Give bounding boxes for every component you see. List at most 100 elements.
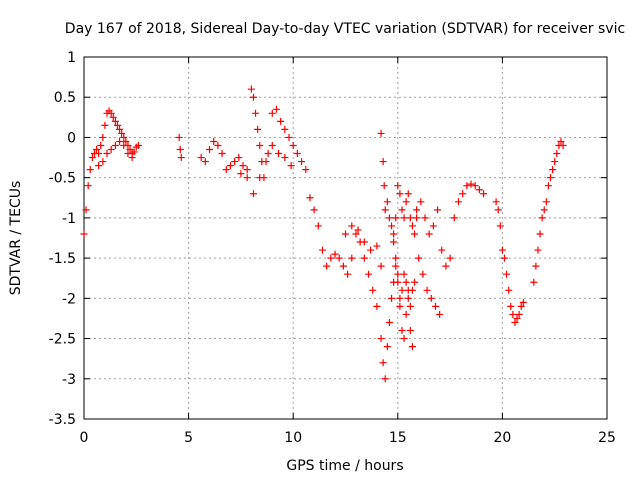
data-point bbox=[256, 141, 264, 149]
data-point bbox=[417, 198, 425, 206]
data-point bbox=[118, 129, 126, 137]
y-tick-label: -1 bbox=[62, 211, 76, 227]
series-11 bbox=[415, 254, 444, 318]
data-point bbox=[557, 137, 565, 145]
data-point bbox=[400, 214, 408, 222]
data-point bbox=[360, 254, 368, 262]
data-point bbox=[107, 146, 115, 154]
data-point bbox=[256, 174, 264, 182]
data-point bbox=[272, 105, 280, 113]
data-point bbox=[367, 246, 375, 254]
data-point bbox=[379, 359, 387, 367]
data-point bbox=[109, 113, 117, 121]
data-point bbox=[396, 302, 404, 310]
y-tick-label: -3 bbox=[62, 372, 76, 388]
data-point bbox=[494, 206, 502, 214]
data-point bbox=[327, 254, 335, 262]
y-tick-label: -2.5 bbox=[49, 332, 76, 348]
data-point bbox=[130, 148, 138, 156]
data-point bbox=[547, 174, 555, 182]
data-point bbox=[544, 182, 552, 190]
data-point bbox=[298, 158, 306, 166]
data-point bbox=[385, 318, 393, 326]
y-tick-label: 0.5 bbox=[54, 90, 76, 106]
series-2 bbox=[175, 133, 185, 162]
data-point bbox=[542, 198, 550, 206]
data-point bbox=[425, 230, 433, 238]
data-point bbox=[406, 214, 414, 222]
series-layer bbox=[80, 85, 567, 383]
data-point bbox=[385, 214, 393, 222]
series-7 bbox=[377, 129, 421, 238]
data-point bbox=[492, 198, 500, 206]
data-point bbox=[475, 186, 483, 194]
series-5 bbox=[306, 194, 385, 310]
data-point bbox=[335, 254, 343, 262]
data-point bbox=[450, 214, 458, 222]
data-point bbox=[500, 254, 508, 262]
data-point bbox=[252, 109, 260, 117]
data-point bbox=[408, 222, 416, 230]
y-tick-label: -0.5 bbox=[49, 171, 76, 187]
data-point bbox=[176, 146, 184, 154]
data-point bbox=[103, 150, 111, 158]
data-point bbox=[206, 146, 214, 154]
data-point bbox=[402, 198, 410, 206]
data-point bbox=[373, 302, 381, 310]
data-point bbox=[285, 133, 293, 141]
data-point bbox=[394, 270, 402, 278]
data-point bbox=[249, 190, 257, 198]
series-9 bbox=[390, 238, 419, 310]
data-point bbox=[128, 154, 136, 162]
data-point bbox=[471, 182, 479, 190]
y-tick-label: -2 bbox=[62, 291, 76, 307]
data-point bbox=[538, 214, 546, 222]
data-point bbox=[210, 137, 218, 145]
data-point bbox=[122, 137, 130, 145]
data-point bbox=[99, 158, 107, 166]
data-point bbox=[442, 262, 450, 270]
data-point bbox=[413, 206, 421, 214]
data-point bbox=[120, 133, 128, 141]
data-point bbox=[392, 214, 400, 222]
data-point bbox=[360, 238, 368, 246]
data-point bbox=[80, 230, 88, 238]
data-point bbox=[419, 270, 427, 278]
data-point bbox=[243, 174, 251, 182]
grid-layer bbox=[84, 57, 607, 419]
series-13 bbox=[530, 137, 567, 286]
data-point bbox=[480, 190, 488, 198]
data-point bbox=[113, 121, 121, 129]
data-point bbox=[406, 327, 414, 335]
data-point bbox=[373, 242, 381, 250]
data-point bbox=[134, 141, 142, 149]
data-point bbox=[411, 278, 419, 286]
tick-layer: 10.50-0.5-1-1.5-2-2.5-3-3.50 5 10 15 20 25 bbox=[49, 50, 616, 446]
series-0 bbox=[80, 107, 142, 238]
x-tick-label: 20 bbox=[493, 430, 511, 446]
data-point bbox=[377, 129, 385, 137]
data-point bbox=[107, 109, 115, 117]
data-point bbox=[126, 146, 134, 154]
data-point bbox=[398, 327, 406, 335]
data-point bbox=[88, 154, 96, 162]
data-point bbox=[348, 222, 356, 230]
data-point bbox=[429, 222, 437, 230]
data-point bbox=[175, 133, 183, 141]
data-point bbox=[277, 117, 285, 125]
data-point bbox=[549, 166, 557, 174]
data-point bbox=[498, 246, 506, 254]
data-point bbox=[496, 222, 504, 230]
data-point bbox=[111, 117, 119, 125]
data-point bbox=[289, 141, 297, 149]
data-point bbox=[436, 310, 444, 318]
x-tick-label: 5 bbox=[184, 430, 193, 446]
data-point bbox=[124, 150, 132, 158]
data-point bbox=[402, 310, 410, 318]
data-point bbox=[398, 286, 406, 294]
series-4 bbox=[237, 141, 295, 198]
data-point bbox=[388, 222, 396, 230]
data-point bbox=[383, 198, 391, 206]
data-point bbox=[553, 150, 561, 158]
series-8 bbox=[377, 262, 416, 383]
